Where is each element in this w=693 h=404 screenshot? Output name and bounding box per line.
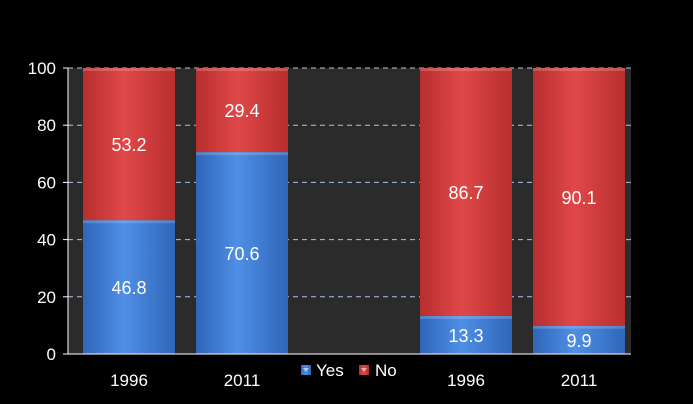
bars (83, 68, 625, 354)
x-tick-label: 1996 (447, 371, 485, 390)
data-label-no-2: 86.7 (448, 183, 483, 203)
bar-top-highlight-no-2 (420, 68, 512, 71)
x-tick-label: 2011 (561, 371, 598, 390)
data-label-yes-0: 46.8 (111, 278, 146, 298)
legend-item-no: No (359, 361, 397, 380)
bar-no-3 (533, 68, 625, 326)
legend-label-yes: Yes (316, 361, 344, 380)
legend: Yes No (301, 361, 397, 380)
data-label-yes-1: 70.6 (224, 244, 259, 264)
y-tick-label: 0 (47, 345, 56, 364)
data-label-no-3: 90.1 (561, 188, 596, 208)
bar-yes-0 (83, 220, 175, 354)
bar-top-highlight-no-1 (196, 68, 288, 71)
bar-yes-3 (533, 325, 625, 354)
y-tick-label: 60 (37, 173, 56, 192)
y-tick-label: 80 (37, 116, 56, 135)
x-tick-label: 2011 (224, 371, 261, 390)
y-axis-ticks: 0 20 40 60 80 100 (28, 59, 68, 364)
x-tick-label: 1996 (110, 371, 148, 390)
legend-marker-yes-icon (303, 368, 309, 372)
legend-label-no: No (375, 361, 397, 380)
bar-no-1 (196, 68, 288, 153)
data-label-yes-3: 9.9 (566, 331, 591, 351)
bar-top-highlight-yes-2 (420, 315, 512, 319)
bar-top-highlight-yes-3 (533, 325, 625, 329)
data-labels: 46.8 53.2 70.6 29.4 13.3 86.7 9.9 90.1 (111, 101, 596, 351)
bar-top-highlight-no-0 (83, 68, 175, 71)
data-label-no-1: 29.4 (224, 101, 259, 121)
bar-no-0 (83, 68, 175, 221)
bar-yes-1 (196, 152, 288, 354)
y-tick-label: 100 (28, 59, 56, 78)
bar-no-2 (420, 68, 512, 316)
legend-marker-no-icon (361, 368, 367, 372)
legend-item-yes: Yes (301, 361, 344, 380)
data-label-yes-2: 13.3 (448, 326, 483, 346)
y-tick-label: 40 (37, 231, 56, 250)
data-label-no-0: 53.2 (111, 135, 146, 155)
bar-top-highlight-yes-1 (196, 152, 288, 156)
bar-yes-2 (420, 315, 512, 354)
y-tick-label: 20 (37, 288, 56, 307)
x-axis-ticks: 1996 2011 1996 2011 (110, 371, 597, 390)
bar-top-highlight-no-3 (533, 68, 625, 71)
bar-top-highlight-yes-0 (83, 220, 175, 224)
